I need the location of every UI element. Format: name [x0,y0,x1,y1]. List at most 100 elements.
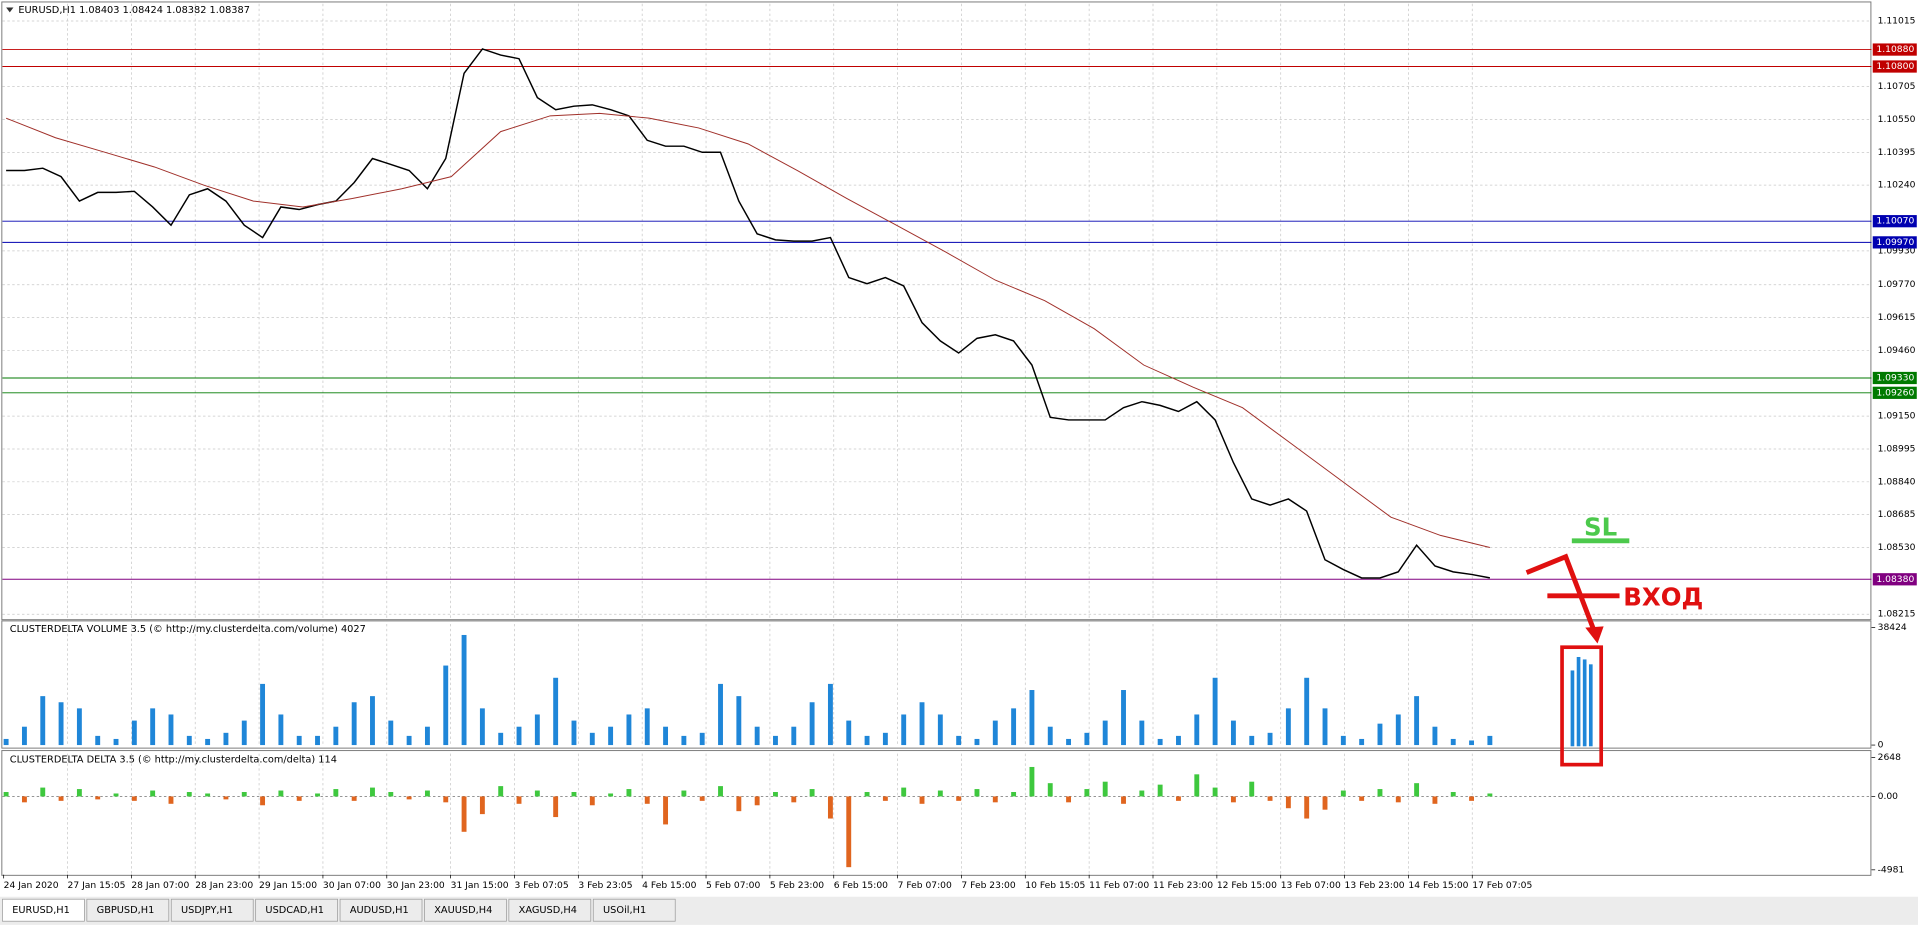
bar [1340,735,1346,746]
bar [461,634,467,746]
level-label: 1.09970 [1876,237,1914,248]
bar [1029,766,1035,797]
bar [1469,796,1475,801]
tab[interactable]: XAGUSD,H4 [508,898,592,922]
bar [131,720,137,746]
bar [1011,792,1017,797]
bar [351,702,357,746]
bar [131,796,137,801]
bar [351,796,357,801]
bar [296,735,302,746]
bar [553,677,559,746]
tab[interactable]: USDJPY,H1 [170,898,254,922]
bar [21,796,27,803]
bar [1359,796,1365,801]
bar [296,796,302,801]
time-label: 29 Jan 15:00 [259,880,317,891]
tab[interactable]: USOil,H1 [592,898,676,922]
time-label: 4 Feb 15:00 [642,880,696,891]
bar [974,789,980,797]
bar [1395,796,1401,803]
y-tick-label: 1.09460 [1878,345,1916,356]
bar [1285,708,1291,746]
bar [644,708,650,746]
bar [589,732,595,746]
bar [150,708,156,746]
bar [1249,735,1255,746]
bar [498,786,504,797]
tab[interactable]: XAUUSD,H4 [424,898,507,922]
level-tag [1872,371,1917,385]
y-tick-label: 1.09150 [1878,411,1916,422]
bar [718,786,723,797]
bar [1487,735,1493,746]
bar [1414,783,1420,797]
y-tick-label: 1.09615 [1878,312,1916,323]
time-label: 17 Feb 07:05 [1472,880,1532,891]
tab[interactable]: GBPUSD,H1 [86,898,170,922]
bar [1267,732,1273,746]
time-label: 7 Feb 23:00 [961,880,1015,891]
bar [736,796,742,812]
level-label: 1.10800 [1876,61,1914,72]
bar [1267,796,1273,801]
bar [956,796,962,801]
bar [589,796,595,806]
time-label: 11 Feb 07:00 [1089,880,1149,891]
tab[interactable]: USDCAD,H1 [255,898,338,922]
y-tick-label: 0 [1878,740,1884,751]
tab-label: USOil,H1 [603,905,646,916]
bar [205,738,211,746]
y-tick-label: 1.10705 [1878,81,1916,92]
time-label: 13 Feb 23:00 [1345,880,1405,891]
bar [168,714,174,746]
bar [1102,720,1108,746]
bar [333,789,339,797]
highlight-bar [1576,656,1581,747]
bar [1029,690,1035,746]
bar [113,738,119,746]
bar [919,796,925,804]
bar [443,665,449,746]
bar [443,796,449,803]
menu-arrow[interactable] [6,7,14,13]
bar [773,792,778,797]
tab-body [339,898,423,922]
bar [1102,781,1108,797]
bar [1322,708,1328,746]
bar [278,790,284,797]
bar [1340,790,1346,797]
bar [846,720,852,746]
time-label: 12 Feb 15:00 [1217,880,1277,891]
bar [1121,796,1126,804]
bar [76,789,82,797]
bar [168,796,174,804]
bar [901,787,907,797]
highlight-box [1560,645,1604,767]
bar [516,726,522,746]
tab-label: USDJPY,H1 [181,905,233,916]
volume-title: CLUSTERDELTA VOLUME 3.5 (© http://my.clu… [10,624,366,635]
tab[interactable]: AUDUSD,H1 [339,898,423,922]
bar [516,796,522,804]
bar [498,732,504,746]
tab-label: EURUSD,H1 [12,905,70,916]
level-tag [1872,43,1917,56]
level-tag [1872,60,1917,73]
bar [315,735,320,746]
time-label: 30 Jan 07:00 [323,880,381,891]
bar [260,683,266,746]
bar [1047,783,1053,797]
bar [76,708,82,746]
bar [1047,726,1053,746]
bar [534,790,540,797]
entry-label: ВХОД [1623,582,1703,611]
bar [1249,781,1255,797]
bar [424,790,430,797]
bar [205,793,211,797]
level-label: 1.08380 [1876,574,1914,585]
level-label: 1.10070 [1876,216,1914,227]
bar [388,792,394,797]
bar [626,714,632,746]
tab[interactable]: EURUSD,H1 [2,898,85,922]
